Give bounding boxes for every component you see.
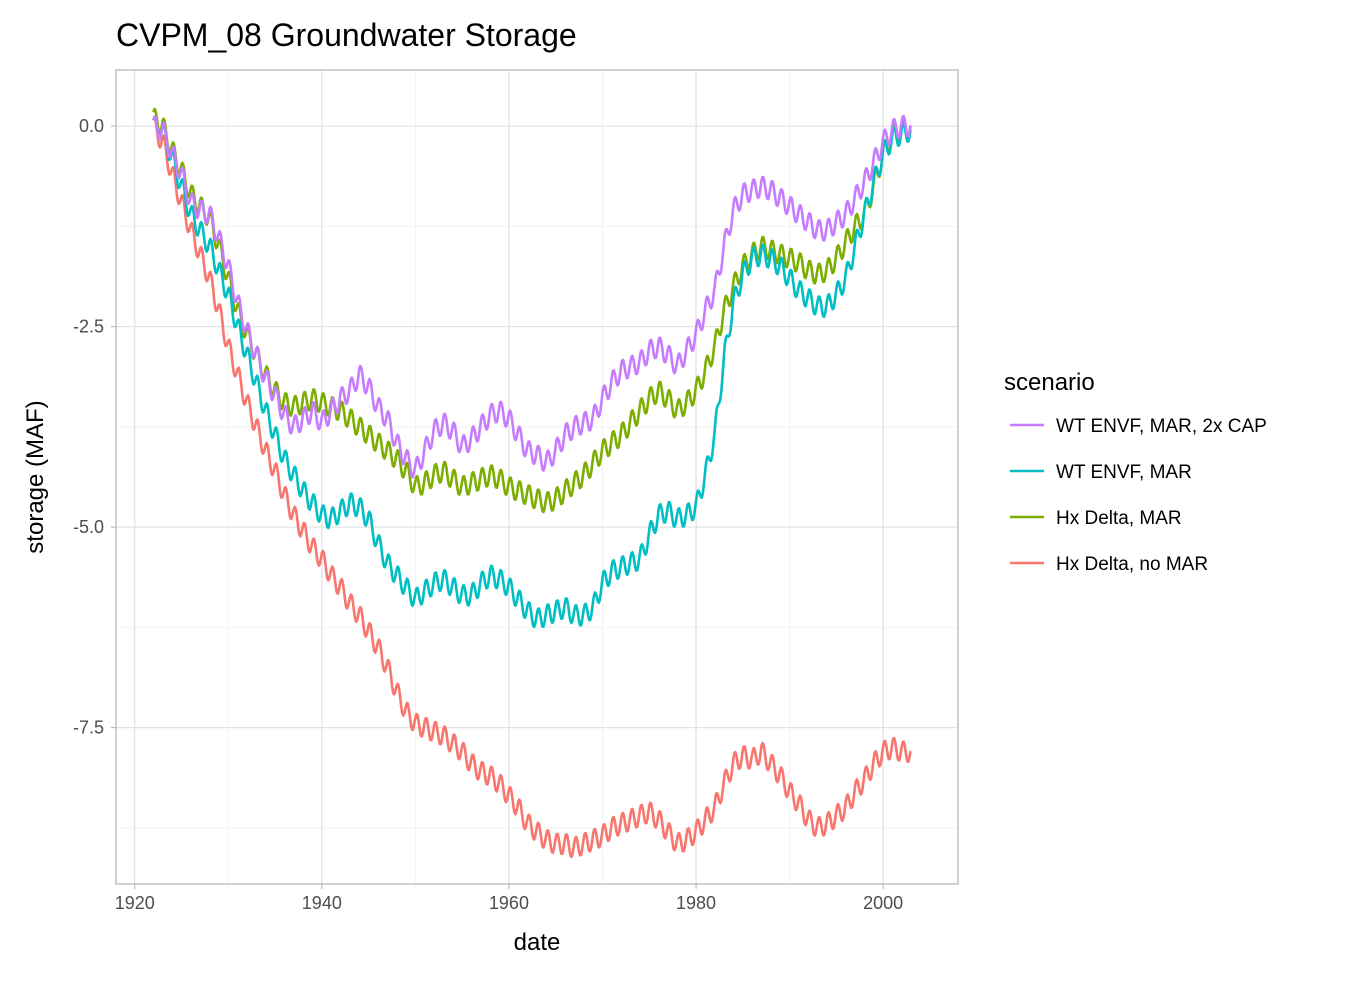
y-axis-ticks: 0.0 -2.5 -5.0 -7.5: [73, 116, 116, 738]
x-tick-label: 1980: [676, 893, 716, 913]
y-tick-label: -2.5: [73, 317, 104, 337]
x-axis-title: date: [514, 929, 561, 956]
x-tick-label: 1920: [115, 893, 155, 913]
y-tick-label: -5.0: [73, 517, 104, 537]
x-tick-label: 2000: [863, 893, 903, 913]
plot-panel-border: [115, 69, 959, 885]
legend-items: WT ENVF, MAR, 2x CAP WT ENVF, MAR Hx Delta…: [1010, 416, 1267, 575]
legend-label: Hx Delta, no MAR: [1056, 554, 1208, 575]
legend-label: WT ENVF, MAR, 2x CAP: [1056, 416, 1267, 437]
series-lines: [152, 107, 912, 858]
grid-lines: [116, 70, 958, 884]
x-tick-label: 1960: [489, 893, 529, 913]
y-axis-title: storage (MAF): [22, 400, 49, 553]
x-tick-label: 1940: [302, 893, 342, 913]
y-tick-label: 0.0: [79, 116, 104, 136]
chart-title: CVPM_08 Groundwater Storage: [116, 17, 577, 53]
series-line-wt-envf-mar-2x-cap: [152, 114, 912, 479]
legend-label: WT ENVF, MAR: [1056, 462, 1192, 483]
x-axis-ticks: 1920 1940 1960 1980 2000: [115, 884, 903, 913]
series-line-wt-envf-mar: [152, 115, 912, 629]
legend-label: Hx Delta, MAR: [1056, 508, 1182, 529]
legend-title: scenario: [1004, 369, 1095, 396]
series-line-hx-delta-no-mar: [152, 116, 912, 858]
y-tick-label: -7.5: [73, 718, 104, 738]
